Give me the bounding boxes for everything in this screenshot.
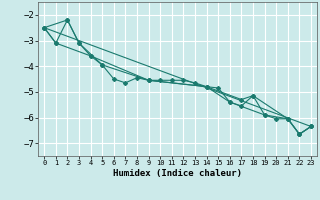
- X-axis label: Humidex (Indice chaleur): Humidex (Indice chaleur): [113, 169, 242, 178]
